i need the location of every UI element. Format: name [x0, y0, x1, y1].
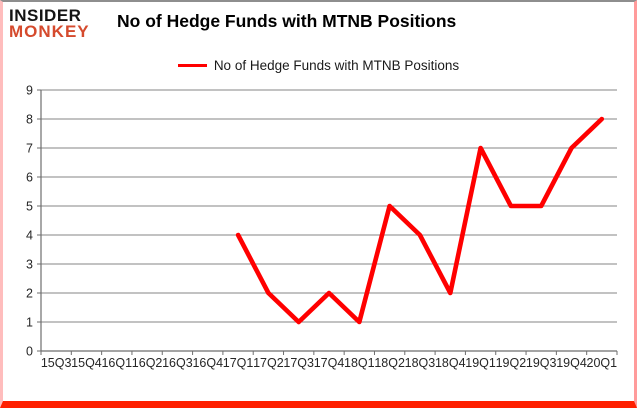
- y-tick-label: 4: [26, 229, 33, 243]
- series-line: [235, 116, 605, 325]
- logo-text-monkey: MONKEY: [9, 22, 90, 41]
- x-tick-label: 17Q3: [283, 356, 314, 370]
- y-tick-label: 1: [26, 316, 33, 330]
- x-tick-label: 15Q4: [71, 356, 102, 370]
- legend: No of Hedge Funds with MTNB Positions: [3, 58, 634, 73]
- y-tick-label: 2: [26, 287, 33, 301]
- x-tick-label: 18Q3: [405, 356, 436, 370]
- x-tick-label: 19Q3: [526, 356, 557, 370]
- x-tick-label: 19Q1: [465, 356, 496, 370]
- insider-monkey-logo: INSIDER MONKEY: [9, 6, 90, 41]
- y-tick-label: 8: [26, 113, 33, 127]
- x-tick-label: 15Q3: [41, 356, 72, 370]
- x-tick-label: 18Q2: [374, 356, 405, 370]
- x-tick-label: 20Q1: [587, 356, 618, 370]
- x-tick-label: 19Q4: [556, 356, 587, 370]
- x-tick-label: 16Q4: [192, 356, 223, 370]
- x-tick-label: 16Q2: [132, 356, 163, 370]
- y-tick-label: 5: [26, 200, 33, 214]
- x-tick-label: 16Q3: [162, 356, 193, 370]
- y-tick-label: 6: [26, 171, 33, 185]
- legend-label: No of Hedge Funds with MTNB Positions: [213, 58, 460, 73]
- x-tick-label: 16Q1: [101, 356, 132, 370]
- logo-text-insider: INSIDER: [9, 6, 82, 25]
- y-tick-label: 9: [26, 84, 33, 98]
- x-tick-label: 19Q2: [496, 356, 527, 370]
- x-tick-label: 17Q4: [314, 356, 345, 370]
- x-tick-label: 18Q1: [344, 356, 375, 370]
- legend-line-marker: [177, 64, 207, 67]
- page-title: No of Hedge Funds with MTNB Positions: [117, 11, 457, 31]
- y-tick-label: 0: [26, 345, 33, 359]
- x-tick-label: 17Q1: [223, 356, 254, 370]
- y-tick-label: 7: [26, 142, 33, 156]
- x-tick-label: 18Q4: [435, 356, 466, 370]
- x-tick-label: 17Q2: [253, 356, 284, 370]
- y-tick-label: 3: [26, 258, 33, 272]
